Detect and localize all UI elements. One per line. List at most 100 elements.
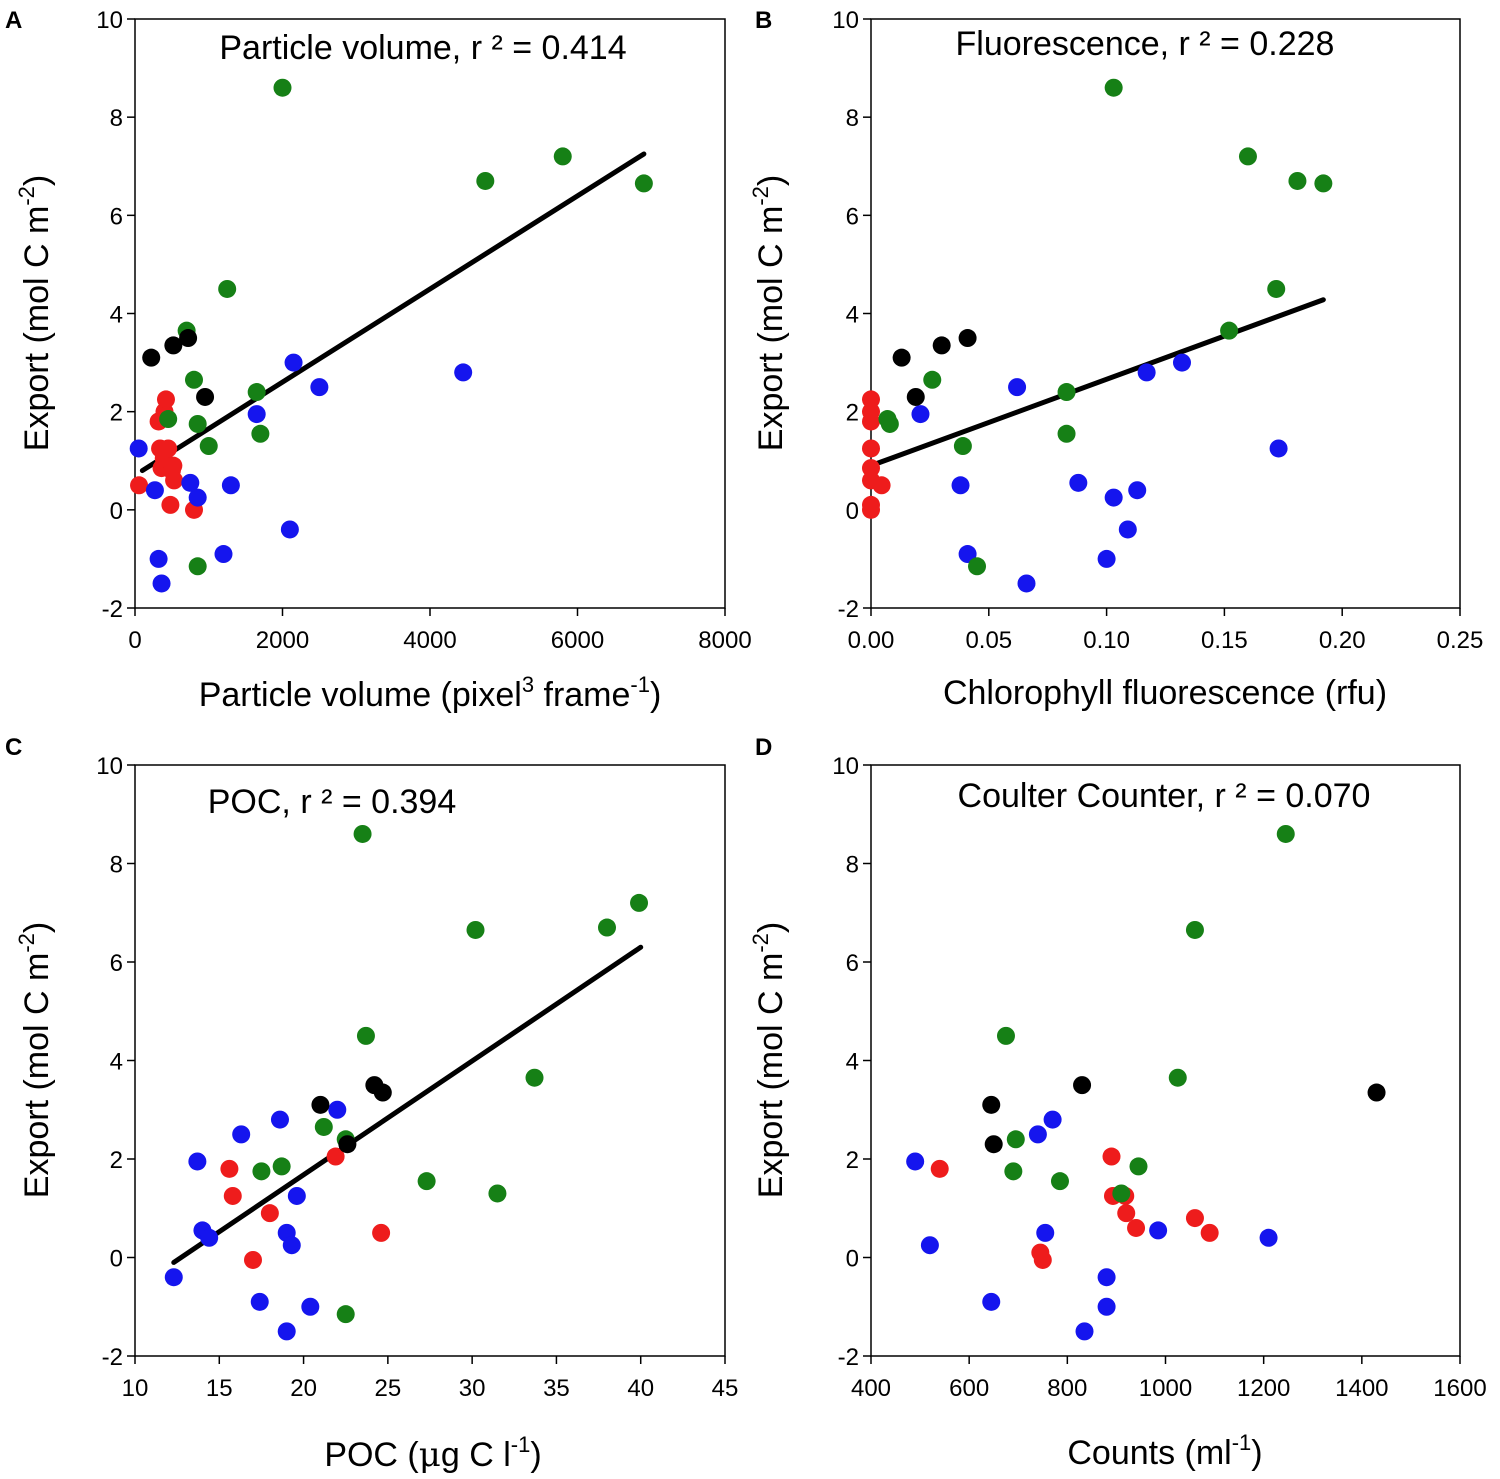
y-tick-label: 10 (832, 7, 859, 34)
y-axis-title-superscript: -2 (748, 186, 773, 206)
x-axis-title-text: Particle volume (pixel (199, 676, 522, 714)
points-c (164, 824, 649, 1341)
data-point-blue (1269, 439, 1288, 458)
x-axis-title-text: g C l (441, 1436, 511, 1474)
data-point-green (968, 557, 987, 576)
y-tick-label: 10 (96, 7, 123, 34)
x-tick-label: 20 (290, 1375, 317, 1402)
x-tick-label: 30 (459, 1375, 486, 1402)
data-point-blue (911, 405, 930, 424)
data-point-green (923, 370, 942, 389)
data-point-blue (129, 439, 148, 458)
data-point-black (164, 336, 183, 355)
data-point-blue (958, 545, 977, 564)
data-point-green (1288, 171, 1307, 190)
data-point-green (1220, 321, 1239, 340)
x-tick-label: 4000 (403, 627, 456, 654)
x-axis-title-b: Chlorophyll fluorescence (rfu) (943, 674, 1387, 712)
y-tick-label: -2 (838, 596, 859, 623)
ticks-a (127, 18, 726, 616)
panel-letter-b: B (755, 7, 772, 34)
fit-line-c (171, 944, 644, 1265)
data-point-red (223, 1186, 242, 1205)
data-point-green (1104, 78, 1123, 97)
data-point-green (634, 174, 653, 193)
y-tick-label: 2 (846, 400, 859, 427)
panel-letter-d: D (755, 734, 772, 761)
data-point-black (1073, 1076, 1092, 1095)
data-point-blue (301, 1297, 320, 1316)
data-point-black (892, 348, 911, 367)
data-point-green (630, 893, 649, 912)
data-point-black (906, 387, 925, 406)
x-tick-label: 0.00 (848, 627, 895, 654)
y-axis-title-b: Export (mol C m-2) (748, 175, 790, 451)
data-point-red (1102, 1147, 1121, 1166)
data-point-blue (454, 363, 473, 382)
ticks-b (863, 18, 1461, 616)
data-point-black (142, 348, 161, 367)
x-tick-label: 8000 (698, 627, 751, 654)
data-point-green (1168, 1068, 1187, 1087)
x-axis-title-text: ) (530, 1436, 541, 1474)
data-point-green (251, 424, 270, 443)
data-point-blue (152, 574, 171, 593)
data-point-blue (1028, 1125, 1047, 1144)
data-point-red (930, 1159, 949, 1178)
fit-line-a (139, 151, 647, 474)
ticks-c (127, 764, 726, 1364)
data-point-green (185, 370, 203, 389)
data-point-blue (906, 1152, 925, 1171)
data-point-blue (181, 473, 200, 492)
data-point-red (244, 1250, 262, 1269)
x-tick-labels-c: 10 15 20 25 30 35 40 45 (122, 1375, 739, 1402)
data-point-blue (1069, 473, 1088, 492)
panel-title-b: Fluorescence, r ² = 0.228 (956, 25, 1335, 63)
data-point-red (862, 439, 880, 458)
data-point-red (862, 500, 880, 519)
data-point-blue (1104, 488, 1123, 507)
y-tick-label: 6 (110, 203, 123, 230)
data-point-blue (200, 1228, 219, 1247)
data-point-red (1200, 1223, 1219, 1242)
data-point-red (372, 1223, 391, 1242)
x-axis-title-text: POC ( (324, 1436, 419, 1474)
panel-letter-a: A (5, 7, 22, 34)
x-tick-label: 35 (543, 1375, 570, 1402)
data-point-green (1129, 1157, 1148, 1176)
data-point-black (373, 1083, 392, 1102)
x-tick-label: 1600 (1433, 1375, 1486, 1402)
y-axis-title-superscript: -2 (14, 933, 39, 953)
data-point-red (164, 456, 183, 475)
data-point-blue (247, 405, 266, 424)
data-point-blue (145, 481, 164, 500)
y-tick-label: -2 (102, 596, 123, 623)
data-point-blue (310, 378, 329, 397)
data-point-green (188, 557, 207, 576)
data-point-blue (1172, 353, 1191, 372)
data-point-green (1057, 383, 1076, 402)
panel-title-a: Particle volume, r ² = 0.414 (219, 29, 626, 67)
data-point-green (1006, 1130, 1025, 1149)
data-point-black (1367, 1083, 1386, 1102)
data-point-green (218, 279, 237, 298)
data-point-blue (284, 353, 303, 372)
data-point-green (159, 410, 178, 429)
y-tick-labels-a: -2 0 2 4 6 8 10 (96, 7, 123, 623)
x-tick-label: 25 (375, 1375, 402, 1402)
x-axis-title-d: Counts (ml-1) (1067, 1430, 1262, 1472)
data-point-black (982, 1095, 1001, 1114)
data-point-green (356, 1026, 375, 1045)
panel-a: A Particle volume, r ² = 0.414 0 2000 40… (5, 7, 752, 714)
data-point-green (466, 920, 485, 939)
data-point-blue (287, 1186, 306, 1205)
x-axis-title-text: Chlorophyll fluorescence (rfu) (943, 674, 1387, 712)
data-point-blue (270, 1110, 289, 1129)
data-point-green (880, 414, 899, 433)
y-tick-label: 4 (110, 302, 123, 329)
y-tick-label: 8 (846, 105, 859, 132)
data-point-red (161, 495, 180, 514)
data-point-blue (214, 545, 233, 564)
x-tick-label: 1200 (1237, 1375, 1290, 1402)
